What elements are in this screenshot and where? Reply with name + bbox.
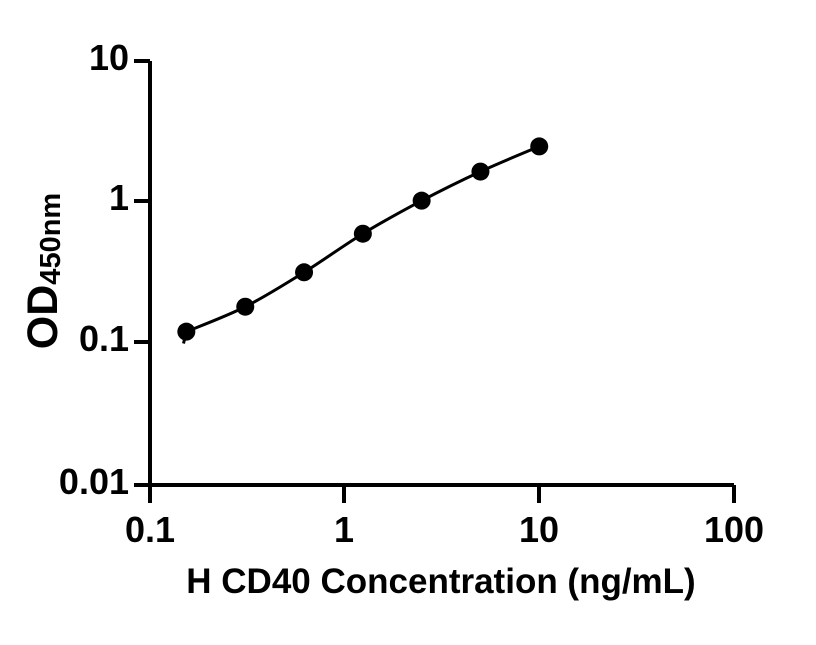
- svg-text:0.1: 0.1: [79, 318, 129, 359]
- svg-text:H CD40 Concentration (ng/mL): H CD40 Concentration (ng/mL): [186, 562, 695, 601]
- svg-text:0.01: 0.01: [59, 461, 129, 502]
- svg-text:10: 10: [89, 37, 129, 78]
- svg-text:OD450nm: OD450nm: [19, 193, 67, 349]
- svg-text:1: 1: [334, 509, 354, 550]
- svg-text:1: 1: [109, 177, 129, 218]
- svg-text:10: 10: [519, 509, 559, 550]
- svg-text:100: 100: [704, 509, 764, 550]
- svg-text:0.1: 0.1: [125, 509, 175, 550]
